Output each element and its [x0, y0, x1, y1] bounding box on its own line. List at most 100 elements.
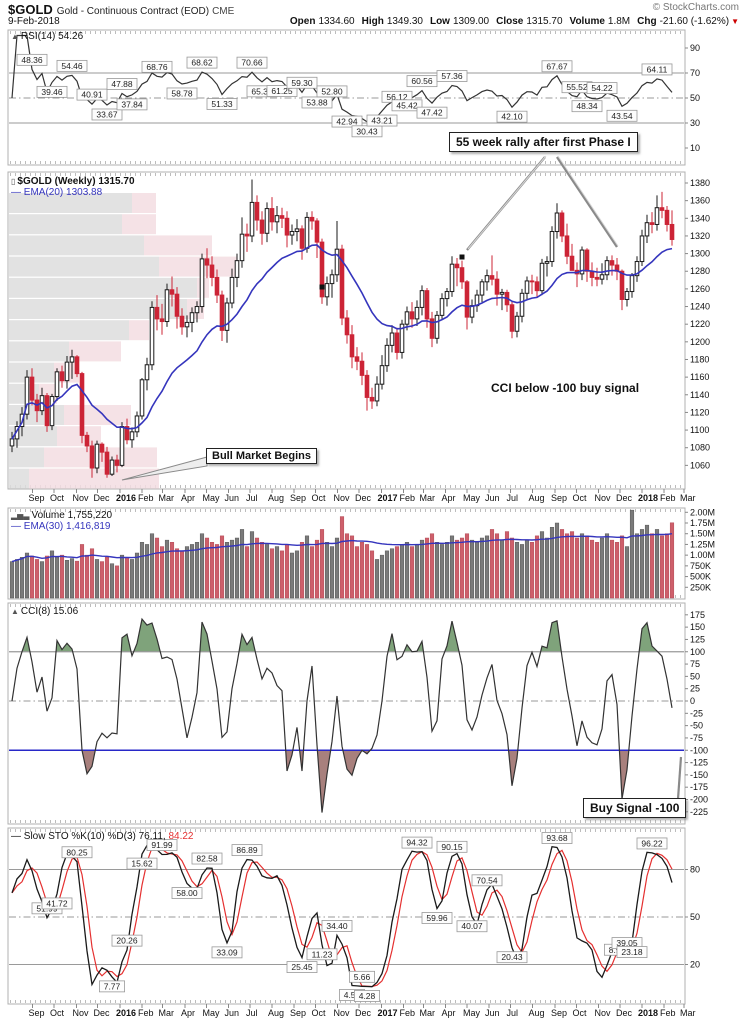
quote-row: 9-Feb-2018 Open 1334.60 High 1349.30 Low 1309…: [8, 16, 739, 27]
svg-text:54.22: 54.22: [591, 83, 613, 93]
axis-label: -75: [690, 733, 703, 743]
axis-label: 50: [690, 671, 700, 681]
change-down-icon: ▼: [731, 17, 739, 26]
axis-label: 10: [690, 143, 700, 153]
rsi-legend-text: RSI(14) 54.26: [20, 31, 84, 42]
month-label: Mar: [158, 493, 175, 503]
candlestick-icon: ▯: [11, 177, 16, 186]
svg-text:15.62: 15.62: [131, 859, 153, 869]
axis-label: 1180: [690, 354, 709, 364]
chart-header: $GOLD Gold - Continuous Contract (EOD) CME…: [8, 2, 739, 17]
month-label: Oct: [50, 493, 65, 503]
axis-label: 100: [690, 647, 705, 657]
rsi-value-labels: 48.36 39.46 54.46 40.91 33.67 47.88 37.84 68.76…: [16, 53, 673, 138]
svg-text:30.43: 30.43: [356, 126, 378, 136]
month-label: Jul: [246, 493, 258, 503]
exchange-label: CME: [212, 6, 235, 17]
quote-value: -21.60 (-1.62%): [659, 16, 730, 27]
month-label: 2017: [377, 1008, 398, 1018]
axis-label: 750K: [690, 561, 711, 571]
month-label: Oct: [572, 1008, 587, 1018]
month-label: Apr: [441, 493, 456, 503]
svg-text:41.72: 41.72: [46, 898, 68, 908]
month-label: Mar: [680, 493, 696, 503]
axis-label: 1160: [690, 372, 709, 382]
svg-text:56.12: 56.12: [386, 92, 408, 102]
month-label: 2018: [638, 493, 659, 503]
vol-ema-line: [11, 533, 673, 563]
axis-label: 150: [690, 622, 705, 632]
svg-text:68.76: 68.76: [146, 62, 168, 72]
month-label: Aug: [268, 493, 285, 503]
axis-label: 1320: [690, 231, 710, 241]
month-label: Apr: [181, 493, 196, 503]
svg-text:96.22: 96.22: [641, 838, 663, 848]
svg-text:47.88: 47.88: [111, 79, 133, 89]
cci-legend-text: CCI(8) 15.06: [20, 606, 79, 617]
svg-text:68.62: 68.62: [191, 58, 213, 68]
month-label: Feb: [138, 493, 154, 503]
price-legend-row: ▯ $GOLD (Weekly) 1315.70: [11, 176, 135, 187]
quote-value: 1349.30: [386, 16, 423, 27]
svg-text:40.07: 40.07: [461, 921, 483, 931]
quote-strip: Open 1334.60 High 1349.30 Low 1309.00 Close 131…: [283, 16, 739, 27]
month-label: Dec: [616, 1008, 633, 1018]
month-label: Feb: [399, 1008, 416, 1018]
axis-label: 25: [690, 684, 700, 694]
month-label: Mar: [419, 493, 436, 503]
svg-text:64.11: 64.11: [647, 64, 668, 74]
svg-text:23.18: 23.18: [621, 947, 643, 957]
svg-text:58.00: 58.00: [176, 888, 198, 898]
svg-text:94.32: 94.32: [406, 838, 428, 848]
quote-value: 1315.70: [526, 16, 563, 27]
cci-overbought-fill: [12, 619, 672, 652]
chart-date: 9-Feb-2018: [8, 16, 60, 27]
histogram-icon: ▂▅▃: [11, 511, 30, 520]
candles: [9, 179, 675, 478]
month-label: Jun: [485, 1008, 500, 1018]
sto-k-line: [11, 842, 673, 988]
axis-label: 1.00M: [690, 550, 715, 560]
axis-label: 90: [690, 43, 700, 53]
month-label: Oct: [572, 493, 587, 503]
svg-text:91.99: 91.99: [151, 840, 173, 850]
svg-text:65.34: 65.34: [251, 86, 273, 96]
panel-frame-4: [7, 827, 686, 1005]
svg-text:70.66: 70.66: [241, 58, 263, 68]
axis-label: -50: [690, 721, 703, 731]
svg-text:40.91: 40.91: [81, 90, 103, 100]
svg-text:39.05: 39.05: [616, 938, 638, 948]
quote-key: Open: [289, 16, 316, 27]
axis-label: 1.25M: [690, 539, 715, 549]
axis-label: 20: [690, 959, 700, 969]
month-label: Apr: [181, 1008, 196, 1018]
svg-text:43.21: 43.21: [371, 116, 393, 126]
svg-text:58.78: 58.78: [171, 88, 193, 98]
month-label: Aug: [268, 1008, 285, 1018]
month-label: Nov: [594, 1008, 611, 1018]
svg-text:51.33: 51.33: [211, 99, 233, 109]
svg-text:4.28: 4.28: [359, 991, 376, 1001]
quote-key: Volume: [569, 16, 605, 27]
axis-label: 250K: [690, 582, 711, 592]
rsi-legend: ▲ RSI(14) 54.26: [11, 31, 83, 42]
axis-label: 75: [690, 659, 700, 669]
svg-text:59.30: 59.30: [291, 78, 313, 88]
svg-text:34.40: 34.40: [326, 921, 348, 931]
axis-label: -100: [690, 745, 708, 755]
phase-marker: [319, 284, 325, 290]
volume-bars: [9, 509, 675, 599]
axis-label: 2.00M: [690, 507, 715, 517]
svg-text:48.34: 48.34: [576, 101, 598, 111]
axis-label: 1200: [690, 337, 710, 347]
axis-label: 1100: [690, 425, 709, 435]
month-label: May: [463, 493, 481, 503]
svg-text:48.36: 48.36: [21, 55, 43, 65]
cci-buy-note: CCI below -100 buy signal: [491, 381, 640, 395]
svg-text:33.09: 33.09: [216, 947, 238, 957]
sto-d-line: [11, 845, 673, 988]
volume-legend-row: ▂▅▃ Volume 1,755,220: [11, 510, 112, 521]
month-label: Dec: [355, 1008, 372, 1018]
